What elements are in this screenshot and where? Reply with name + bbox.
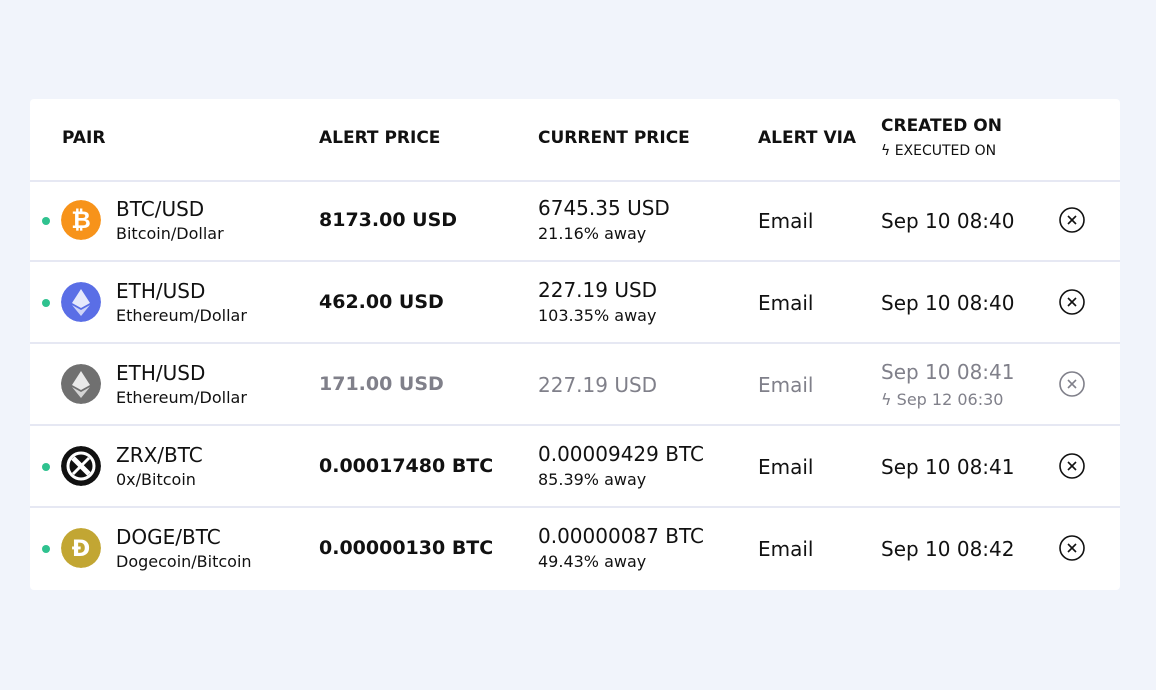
pair-name: Ethereum/Dollar	[116, 388, 247, 407]
alert-price: 0.00000130 BTC	[319, 537, 494, 559]
alert-price: 0.00017480 BTC	[319, 455, 494, 477]
pair-name: Dogecoin/Bitcoin	[116, 552, 252, 571]
header-alert-via: ALERT VIA	[758, 128, 857, 148]
header-created-on: CREATED ON	[881, 116, 1002, 136]
delete-alert-button[interactable]	[1059, 535, 1085, 561]
pair-symbol: ZRX/BTC	[116, 443, 203, 467]
bitcoin-icon: ₿	[61, 200, 101, 240]
table-row: ₿ BTC/USD Bitcoin/Dollar 8173.00 USD 674…	[30, 180, 1120, 262]
table-row: Đ DOGE/BTC Dogecoin/Bitcoin 0.00000130 B…	[30, 508, 1120, 588]
current-price: 227.19 USD	[538, 373, 658, 397]
distance-away: 49.43% away	[538, 552, 647, 571]
pair-name: Ethereum/Dollar	[116, 306, 247, 325]
alert-via: Email	[758, 209, 814, 233]
alert-price: 8173.00 USD	[319, 209, 458, 231]
lightning-icon: ϟ	[881, 143, 891, 159]
table-header: PAIR ALERT PRICE CURRENT PRICE ALERT VIA…	[30, 99, 1120, 182]
alert-via: Email	[758, 537, 814, 561]
close-circle-icon	[1059, 289, 1085, 315]
created-on: Sep 10 08:42	[881, 537, 1015, 561]
close-circle-icon	[1059, 535, 1085, 561]
close-circle-icon	[1059, 207, 1085, 233]
zrx-icon	[61, 446, 101, 486]
alert-via: Email	[758, 291, 814, 315]
pair-symbol: ETH/USD	[116, 361, 206, 385]
active-status-dot	[42, 545, 50, 553]
created-on: Sep 10 08:41	[881, 360, 1015, 384]
distance-away: 103.35% away	[538, 306, 657, 325]
active-status-dot	[42, 217, 50, 225]
ethereum-icon	[61, 282, 101, 322]
table-row: ZRX/BTC 0x/Bitcoin 0.00017480 BTC 0.0000…	[30, 426, 1120, 508]
close-circle-icon	[1059, 453, 1085, 479]
table-row: ETH/USD Ethereum/Dollar 462.00 USD 227.1…	[30, 262, 1120, 344]
current-price: 0.00009429 BTC	[538, 442, 704, 466]
delete-alert-button[interactable]	[1059, 289, 1085, 315]
lightning-icon: ϟ	[881, 390, 892, 409]
created-on: Sep 10 08:40	[881, 291, 1015, 315]
svg-text:₿: ₿	[71, 206, 91, 234]
distance-away: 85.39% away	[538, 470, 647, 489]
alert-via: Email	[758, 373, 814, 397]
delete-alert-button[interactable]	[1059, 453, 1085, 479]
current-price: 0.00000087 BTC	[538, 524, 704, 548]
header-current-price: CURRENT PRICE	[538, 128, 690, 148]
header-alert-price: ALERT PRICE	[319, 128, 441, 148]
pair-name: Bitcoin/Dollar	[116, 224, 224, 243]
alert-price: 462.00 USD	[319, 291, 444, 313]
ethereum-icon	[61, 364, 101, 404]
header-pair: PAIR	[62, 128, 106, 148]
active-status-dot	[42, 463, 50, 471]
pair-symbol: ETH/USD	[116, 279, 206, 303]
active-status-dot	[42, 299, 50, 307]
delete-alert-button[interactable]	[1059, 207, 1085, 233]
pair-symbol: DOGE/BTC	[116, 525, 221, 549]
svg-text:Đ: Đ	[72, 537, 90, 562]
distance-away: 21.16% away	[538, 224, 647, 243]
alerts-table: PAIR ALERT PRICE CURRENT PRICE ALERT VIA…	[30, 99, 1120, 590]
close-circle-icon	[1059, 371, 1085, 397]
header-executed-on: ϟ EXECUTED ON	[881, 143, 997, 159]
alert-price: 171.00 USD	[319, 373, 444, 395]
current-price: 227.19 USD	[538, 278, 658, 302]
table-row: ETH/USD Ethereum/Dollar 171.00 USD 227.1…	[30, 344, 1120, 426]
executed-on: ϟ Sep 12 06:30	[881, 390, 1004, 409]
pair-symbol: BTC/USD	[116, 197, 205, 221]
current-price: 6745.35 USD	[538, 196, 670, 220]
created-on: Sep 10 08:41	[881, 455, 1015, 479]
pair-name: 0x/Bitcoin	[116, 470, 196, 489]
created-on: Sep 10 08:40	[881, 209, 1015, 233]
delete-alert-button[interactable]	[1059, 371, 1085, 397]
dogecoin-icon: Đ	[61, 528, 101, 568]
alert-via: Email	[758, 455, 814, 479]
